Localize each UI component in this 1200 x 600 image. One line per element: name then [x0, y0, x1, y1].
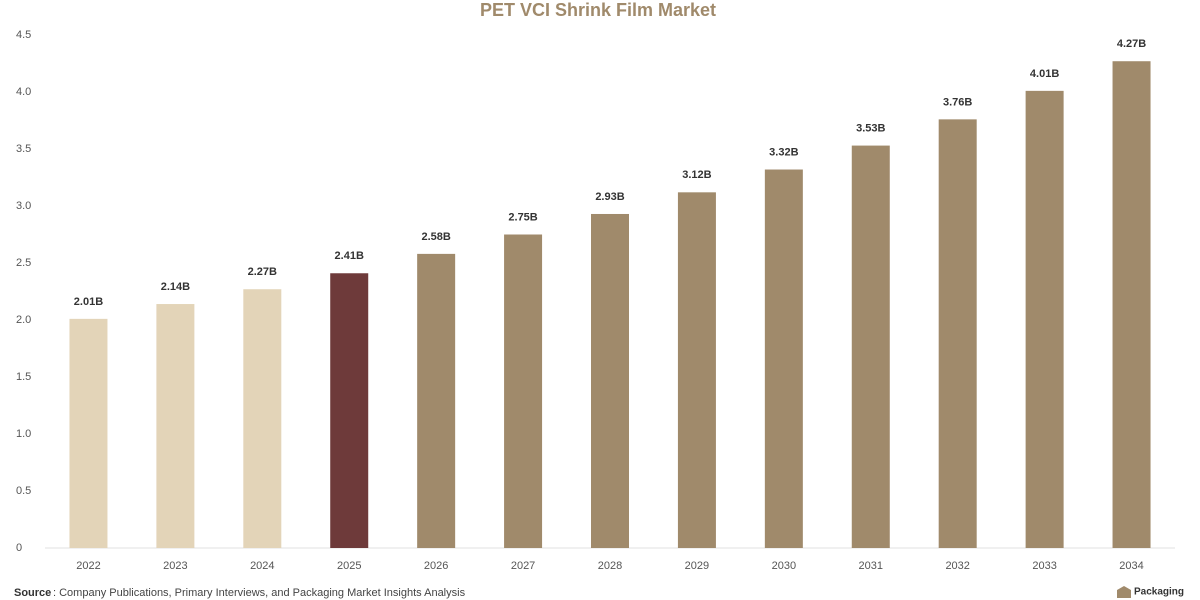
bar: [764, 169, 803, 548]
value-label: 3.12B: [682, 169, 711, 181]
bar: [938, 119, 977, 549]
value-label: 2.01B: [74, 296, 103, 308]
x-tick-label: 2026: [424, 560, 448, 572]
source-label: Source: [14, 587, 51, 599]
y-tick-label: 4.5: [16, 29, 31, 41]
y-tick-label: 2.5: [16, 257, 31, 269]
bar: [591, 213, 629, 549]
y-tick-label: 1.0: [16, 428, 31, 440]
value-label: 3.32B: [769, 146, 798, 158]
bar: [330, 273, 369, 548]
y-tick-label: 3.0: [16, 200, 31, 212]
value-label: 3.76B: [943, 96, 972, 108]
x-tick-label: 2028: [598, 560, 622, 572]
y-tick-label: 3.5: [16, 143, 31, 155]
y-tick-label: 2.0: [16, 314, 31, 326]
x-tick-label: 2031: [859, 560, 883, 572]
y-tick-label: 4.0: [16, 86, 31, 98]
value-label: 2.93B: [595, 191, 624, 203]
value-label: 4.27B: [1117, 38, 1146, 50]
logo-text: Packaging: [1134, 587, 1184, 598]
source-text: : Company Publications, Primary Intervie…: [53, 587, 466, 599]
y-tick-label: 1.5: [16, 371, 31, 383]
bar: [417, 253, 456, 548]
y-tick-label: 0.5: [16, 485, 31, 497]
y-tick-label: 0: [16, 542, 22, 554]
chart-title: PET VCI Shrink Film Market: [480, 0, 716, 20]
x-tick-label: 2030: [772, 560, 796, 572]
bar: [243, 289, 282, 548]
x-tick-label: 2034: [1119, 560, 1143, 572]
value-label: 3.53B: [856, 122, 885, 134]
bar: [69, 318, 108, 548]
bar: [851, 145, 890, 548]
x-tick-label: 2027: [511, 560, 535, 572]
bar: [1112, 61, 1151, 548]
bar: [504, 234, 543, 548]
x-tick-label: 2029: [685, 560, 709, 572]
logo-icon: [1117, 586, 1131, 598]
x-tick-label: 2025: [337, 560, 361, 572]
x-tick-label: 2024: [250, 560, 274, 572]
value-label: 2.41B: [335, 250, 364, 262]
value-label: 2.58B: [421, 231, 450, 243]
value-label: 2.14B: [161, 281, 190, 293]
x-tick-label: 2032: [945, 560, 969, 572]
bar: [156, 304, 195, 548]
x-tick-label: 2033: [1032, 560, 1056, 572]
value-label: 2.27B: [248, 266, 277, 278]
value-label: 4.01B: [1030, 68, 1059, 80]
x-tick-label: 2023: [163, 560, 187, 572]
bar: [677, 192, 716, 548]
x-tick-label: 2022: [76, 560, 100, 572]
value-label: 2.75B: [508, 211, 537, 223]
bar: [1025, 90, 1064, 549]
